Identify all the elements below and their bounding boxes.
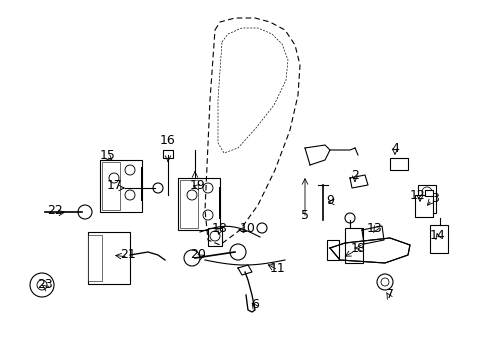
Circle shape bbox=[209, 231, 220, 241]
Text: 13: 13 bbox=[366, 221, 382, 234]
Circle shape bbox=[376, 274, 392, 290]
Text: 18: 18 bbox=[212, 221, 227, 234]
Text: 11: 11 bbox=[269, 261, 285, 274]
Text: 20: 20 bbox=[190, 248, 205, 261]
Text: 3: 3 bbox=[430, 192, 438, 204]
Circle shape bbox=[203, 183, 213, 193]
Bar bbox=[207, 228, 222, 246]
Text: 17: 17 bbox=[107, 179, 122, 192]
Bar bbox=[326, 240, 338, 260]
Bar bbox=[102, 162, 120, 210]
Bar bbox=[88, 235, 102, 281]
Text: 14: 14 bbox=[429, 229, 445, 242]
Text: 6: 6 bbox=[250, 298, 259, 311]
Text: 21: 21 bbox=[120, 248, 136, 261]
Text: 7: 7 bbox=[385, 288, 393, 302]
Circle shape bbox=[257, 223, 266, 233]
Circle shape bbox=[125, 165, 135, 175]
Circle shape bbox=[37, 280, 47, 290]
Bar bbox=[163, 150, 173, 158]
Bar bbox=[414, 195, 432, 217]
Circle shape bbox=[30, 273, 54, 297]
Text: 15: 15 bbox=[100, 149, 116, 162]
Circle shape bbox=[125, 190, 135, 200]
Text: 5: 5 bbox=[301, 208, 308, 221]
Text: 23: 23 bbox=[37, 279, 53, 292]
Circle shape bbox=[153, 183, 163, 193]
Bar bbox=[424, 190, 432, 196]
Text: 10: 10 bbox=[240, 221, 255, 234]
Circle shape bbox=[109, 173, 119, 183]
Circle shape bbox=[203, 210, 213, 220]
Text: 12: 12 bbox=[409, 189, 425, 202]
Polygon shape bbox=[329, 238, 409, 263]
Text: 2: 2 bbox=[350, 168, 358, 181]
Text: 1: 1 bbox=[350, 242, 358, 255]
Circle shape bbox=[380, 278, 388, 286]
Text: 19: 19 bbox=[190, 179, 205, 192]
Circle shape bbox=[183, 250, 200, 266]
Bar bbox=[100, 160, 142, 212]
Text: 8: 8 bbox=[355, 242, 363, 255]
Text: 9: 9 bbox=[325, 194, 333, 207]
Text: 16: 16 bbox=[160, 134, 176, 147]
Bar bbox=[178, 178, 220, 230]
Circle shape bbox=[229, 244, 245, 260]
Bar bbox=[345, 228, 362, 263]
Bar bbox=[417, 185, 435, 213]
Bar bbox=[180, 180, 198, 228]
Circle shape bbox=[421, 187, 431, 197]
Bar bbox=[389, 158, 407, 170]
Bar bbox=[429, 225, 447, 253]
Circle shape bbox=[345, 213, 354, 223]
Text: 4: 4 bbox=[390, 141, 398, 154]
Circle shape bbox=[186, 190, 197, 200]
Text: 22: 22 bbox=[47, 203, 63, 216]
Circle shape bbox=[78, 205, 92, 219]
Bar bbox=[88, 232, 130, 284]
